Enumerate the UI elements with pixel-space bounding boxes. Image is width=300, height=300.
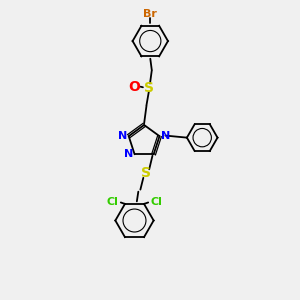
Text: N: N [118,130,128,141]
Text: S: S [141,167,151,180]
Text: S: S [144,81,154,95]
Text: N: N [124,149,133,159]
Text: O: O [128,80,140,94]
Text: N: N [161,130,170,141]
Text: Cl: Cl [106,197,119,208]
Text: Br: Br [143,9,157,19]
Text: Cl: Cl [151,197,162,208]
